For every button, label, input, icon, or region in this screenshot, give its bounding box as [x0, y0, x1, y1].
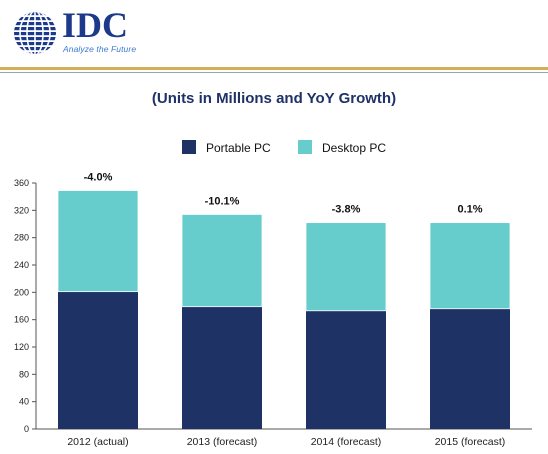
y-tick-label: 200 [14, 287, 29, 297]
header-divider-gold [0, 67, 548, 70]
y-tick-label: 160 [14, 315, 29, 325]
bar-desktop [181, 214, 263, 308]
legend-swatch-desktop [298, 140, 312, 154]
brand-tagline: Analyze the Future [63, 44, 137, 54]
y-tick-label: 280 [14, 233, 29, 243]
x-category-label: 2014 (forecast) [311, 436, 382, 448]
y-tick-label: 120 [14, 342, 29, 352]
growth-label: -3.8% [332, 204, 361, 216]
bar-portable [430, 308, 510, 429]
bar-desktop [57, 190, 139, 293]
bar-desktop [429, 222, 511, 310]
legend-label-desktop: Desktop PC [322, 141, 387, 155]
legend-label-portable: Portable PC [206, 141, 271, 155]
legend-swatch-portable [182, 140, 196, 154]
x-category-label: 2012 (actual) [67, 436, 128, 448]
bar-desktop [305, 222, 387, 312]
growth-label: -4.0% [84, 172, 113, 184]
brand-name: IDC [62, 5, 129, 45]
y-tick-label: 360 [14, 178, 29, 188]
growth-label: 0.1% [457, 204, 482, 216]
y-tick-label: 80 [19, 369, 29, 379]
y-tick-label: 40 [19, 397, 29, 407]
bar-portable [182, 306, 262, 429]
growth-label: -10.1% [205, 195, 240, 207]
x-category-label: 2015 (forecast) [435, 436, 506, 448]
chart-title: (Units in Millions and YoY Growth) [151, 90, 397, 107]
y-tick-label: 320 [14, 205, 29, 215]
globe-logo-icon [14, 12, 56, 54]
bar-portable [58, 291, 138, 429]
y-tick-label: 0 [24, 424, 29, 434]
header: IDC Analyze the Future [0, 0, 548, 68]
y-tick-label: 240 [14, 260, 29, 270]
bar-portable [306, 310, 386, 429]
header-divider-gray [0, 72, 548, 73]
x-category-label: 2013 (forecast) [187, 436, 258, 448]
